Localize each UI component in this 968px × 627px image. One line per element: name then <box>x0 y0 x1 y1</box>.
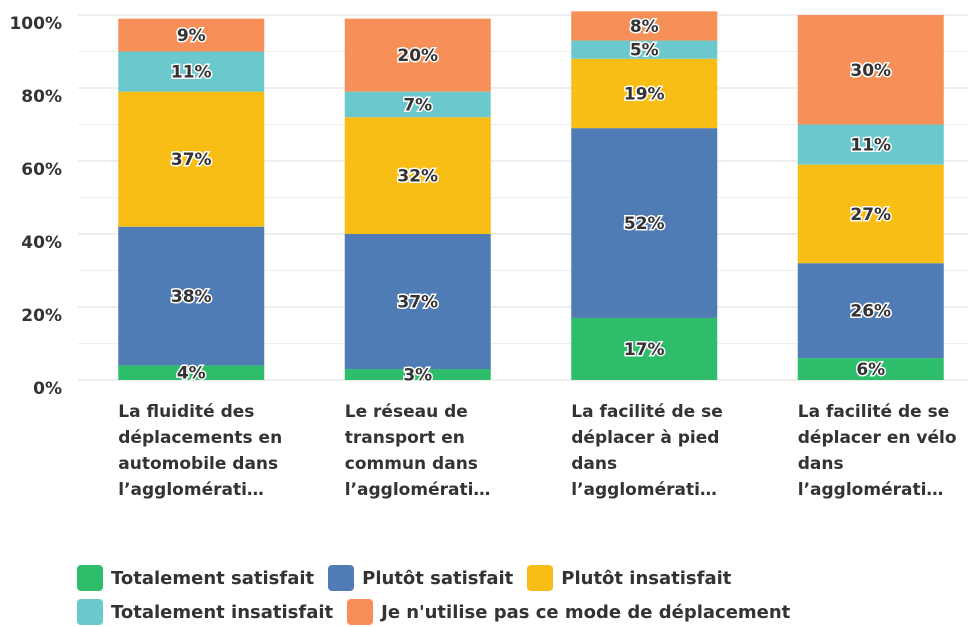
legend-swatch <box>347 599 374 625</box>
bar-segment <box>797 164 944 264</box>
data-label: 27% <box>850 205 891 225</box>
bar-segment <box>797 124 944 165</box>
data-label: 17% <box>624 340 665 360</box>
legend-item: Plutôt insatisfait <box>527 565 731 591</box>
data-label: 32% <box>397 167 438 187</box>
bar-segment <box>344 369 491 380</box>
data-label: 9% <box>177 26 206 46</box>
bar-segment <box>571 11 718 41</box>
bar-segment <box>118 18 265 52</box>
x-tick-label: Le réseau de transport en commun dans l’… <box>344 402 491 500</box>
bar-segment <box>118 365 265 380</box>
legend-swatch <box>77 565 103 591</box>
data-label: 3% <box>403 366 432 386</box>
bar-segment <box>118 226 265 366</box>
data-label: 26% <box>850 302 891 322</box>
bar-segment <box>797 263 944 359</box>
data-label: 4% <box>177 364 206 384</box>
data-label: 38% <box>171 287 212 307</box>
y-tick-label: 40% <box>21 233 62 253</box>
bar-segment <box>344 234 491 370</box>
y-tick-label: 100% <box>9 14 62 34</box>
y-tick-label: 20% <box>21 306 62 326</box>
legend-swatch <box>77 599 103 625</box>
data-label: 20% <box>397 46 438 66</box>
data-label: 7% <box>403 95 432 115</box>
data-label: 11% <box>850 136 891 156</box>
legend-item: Je n'utilise pas ce mode de déplacement <box>347 599 790 625</box>
bar-segment <box>118 91 265 227</box>
bar-segment <box>571 317 718 380</box>
bar-segment <box>571 40 718 59</box>
x-tick-label: La facilité de se déplacer en vélo dans … <box>797 402 957 500</box>
data-label: 11% <box>171 63 212 83</box>
bar-segment <box>571 128 718 318</box>
data-label: 8% <box>630 17 659 37</box>
data-label: 19% <box>624 84 665 104</box>
y-tick-label: 80% <box>21 87 62 107</box>
y-tick-label: 60% <box>21 160 62 180</box>
bar-segment <box>797 15 944 125</box>
legend-label: Totalement satisfait <box>111 567 315 589</box>
data-label: 37% <box>397 293 438 313</box>
data-label: 30% <box>850 61 891 81</box>
legend-label: Je n'utilise pas ce mode de déplacement <box>381 601 791 623</box>
x-tick-label: La fluidité des déplacements en automobi… <box>118 402 283 500</box>
legend: Totalement satisfait Plutôt satisfait Plut… <box>77 565 877 625</box>
data-label: 5% <box>630 41 659 61</box>
bar-segment <box>344 18 491 92</box>
data-label: 52% <box>624 214 665 234</box>
data-label: 6% <box>856 360 885 380</box>
legend-item: Totalement satisfait <box>77 565 314 591</box>
bar-segment <box>797 358 944 380</box>
bar-segment <box>344 117 491 234</box>
x-tick-label: La facilité de se déplacer à pied dans l… <box>571 402 723 500</box>
legend-label: Plutôt insatisfait <box>561 567 732 589</box>
legend-item: Plutôt satisfait <box>328 565 513 591</box>
bar-segment <box>571 58 718 129</box>
legend-label: Totalement insatisfait <box>111 601 334 623</box>
bar-segment <box>344 91 491 118</box>
legend-swatch <box>527 565 554 591</box>
data-label: 37% <box>171 150 212 170</box>
bar-segment <box>118 51 265 92</box>
legend-swatch <box>328 565 355 591</box>
legend-item: Totalement insatisfait <box>77 599 333 625</box>
legend-label: Plutôt satisfait <box>362 567 514 589</box>
y-tick-label: 0% <box>33 379 62 399</box>
